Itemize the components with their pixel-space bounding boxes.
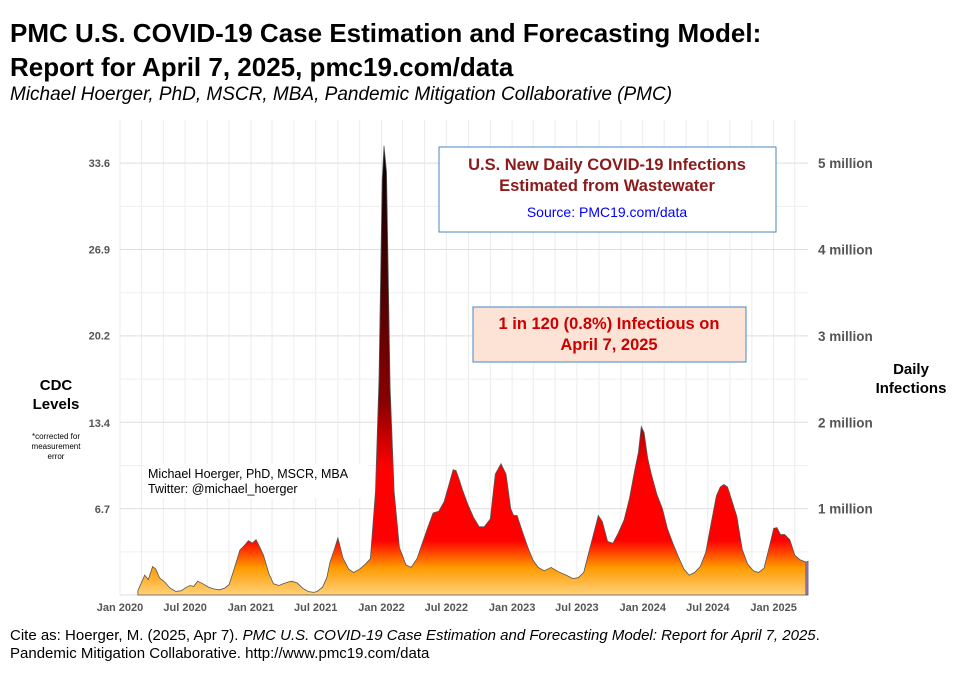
infections-area — [137, 145, 807, 596]
left-tick-label: 13.4 — [89, 418, 111, 430]
x-tick-label: Jan 2021 — [228, 602, 274, 614]
area-layer — [137, 145, 809, 596]
right-axis-label: Daily Infections — [875, 361, 947, 397]
x-tick-label: Jan 2020 — [97, 602, 143, 614]
left-tick-label: 26.9 — [89, 244, 110, 256]
right-axis-ticks: 1 million 2 million 3 million 4 million 5 mi… — [818, 156, 873, 516]
x-tick-label: Jan 2023 — [489, 602, 535, 614]
chart-title-line-2: Estimated from Wastewater — [499, 177, 715, 195]
page-subtitle: Michael Hoerger, PhD, MSCR, MBA, Pandemi… — [10, 84, 673, 105]
left-axis-label: CDC Levels — [32, 377, 80, 413]
citation-line-2: Pandemic Mitigation Collaborative. http:… — [10, 645, 430, 662]
left-tick-label: 33.6 — [89, 158, 110, 170]
x-axis-ticks: Jan 2020 Jul 2020 Jan 2021 Jul 2021 Jan 2022… — [97, 602, 797, 614]
author-line-1: Michael Hoerger, PhD, MSCR, MBA — [148, 467, 349, 481]
callout-line-1: 1 in 120 (0.8%) Infectious on — [499, 315, 720, 333]
chart-source: Source: PMC19.com/data — [527, 204, 688, 220]
x-tick-label: Jan 2025 — [750, 602, 796, 614]
right-tick-label: 5 million — [818, 156, 873, 171]
chart-title-box: U.S. New Daily COVID-19 Infections Estim… — [438, 146, 777, 233]
right-tick-label: 1 million — [818, 502, 873, 517]
author-note: Michael Hoerger, PhD, MSCR, MBA Twitter:… — [144, 464, 368, 498]
left-tick-label: 20.2 — [89, 330, 110, 342]
right-tick-label: 2 million — [818, 415, 873, 430]
left-axis-ticks: 6.7 13.4 20.2 26.9 33.6 — [89, 158, 111, 516]
x-tick-label: Jul 2023 — [555, 602, 598, 614]
title-line-2: Report for April 7, 2025, pmc19.com/data — [10, 52, 514, 82]
callout-line-2: April 7, 2025 — [560, 336, 657, 354]
right-tick-label: 3 million — [818, 329, 873, 344]
x-tick-label: Jan 2024 — [619, 602, 666, 614]
author-line-2: Twitter: @michael_hoerger — [148, 482, 298, 496]
x-tick-label: Jan 2022 — [358, 602, 404, 614]
prevalence-callout: 1 in 120 (0.8%) Infectious on April 7, 2… — [472, 306, 747, 363]
x-tick-label: Jul 2020 — [163, 602, 206, 614]
forecast-area — [805, 560, 809, 596]
citation: Cite as: Hoerger, M. (2025, Apr 7). PMC … — [10, 627, 820, 663]
chart-title-line-1: U.S. New Daily COVID-19 Infections — [468, 156, 746, 174]
right-tick-label: 4 million — [818, 243, 873, 258]
citation-line-1: Cite as: Hoerger, M. (2025, Apr 7). PMC … — [10, 627, 820, 644]
page-title: PMC U.S. COVID-19 Case Estimation and Fo… — [10, 16, 761, 84]
x-tick-label: Jul 2021 — [294, 602, 337, 614]
left-axis-note: *corrected for measurement error — [31, 432, 81, 461]
left-tick-label: 6.7 — [95, 504, 110, 516]
title-line-1: PMC U.S. COVID-19 Case Estimation and Fo… — [10, 18, 762, 48]
x-tick-label: Jul 2022 — [425, 602, 468, 614]
x-tick-label: Jul 2024 — [686, 602, 730, 614]
